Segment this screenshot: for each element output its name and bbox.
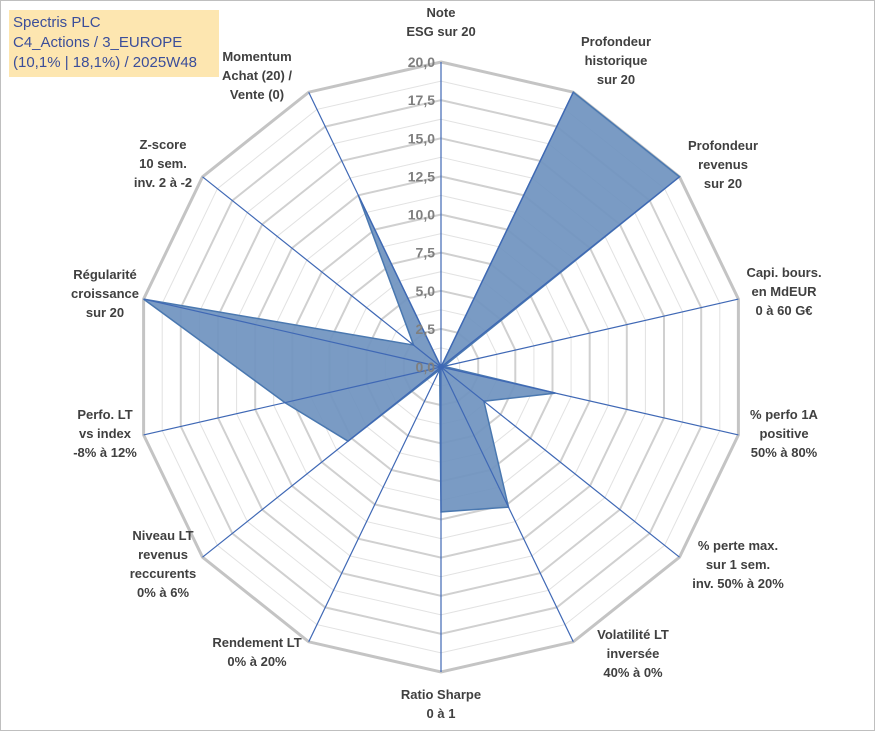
axis-label: ESG sur 20	[406, 24, 475, 39]
spokes	[143, 62, 739, 672]
axis-label: sur 20	[597, 72, 635, 87]
axis-label: historique	[585, 53, 648, 68]
axis-label: 0 à 1	[427, 706, 456, 721]
axis-label: Niveau LT	[132, 528, 193, 543]
axis-label: Rendement LT	[212, 635, 301, 650]
axis-label: Vente (0)	[230, 87, 284, 102]
title-line-3: (10,1% | 18,1%) / 2025W48	[13, 54, 197, 71]
axis-label: positive	[759, 426, 808, 441]
tick-label: 0,0	[416, 359, 436, 375]
tick-label: 20,0	[408, 54, 435, 70]
axis-label: inversée	[607, 646, 660, 661]
axis-label: -8% à 12%	[73, 445, 137, 460]
tick-label: 2,5	[416, 321, 436, 337]
axis-spoke	[440, 91, 574, 368]
axis-label: sur 20	[86, 305, 124, 320]
axis-spoke	[308, 366, 442, 643]
axis-spoke	[308, 91, 442, 368]
axis-labels: Note ESG sur 20 Profondeur historique sur 20…	[71, 5, 822, 721]
axis-label: Profondeur	[581, 34, 651, 49]
axis-label: vs index	[79, 426, 132, 441]
axis-label: Volatilité LT	[597, 627, 669, 642]
axis-spoke	[143, 366, 442, 436]
title-line-2: C4_Actions / 3_EUROPE	[13, 34, 183, 51]
axis-label: 40% à 0%	[603, 665, 663, 680]
title-line-1: Spectris PLC	[13, 14, 101, 31]
tick-label: 5,0	[416, 283, 436, 299]
axis-label: inv. 2 à -2	[134, 175, 192, 190]
axis-label: inv. 50% à 20%	[692, 576, 784, 591]
axis-label: Capi. bours.	[746, 265, 821, 280]
axis-label: Momentum	[222, 49, 291, 64]
tick-label: 10,0	[408, 207, 435, 223]
tick-labels: 0,0 2,5 5,0 7,5 10,0 12,5 15,0 17,5 20,0	[408, 54, 435, 375]
axis-label: 10 sem.	[139, 156, 187, 171]
axis-label: reccurents	[130, 566, 196, 581]
axis-spoke	[143, 298, 442, 368]
axis-label: % perfo 1A	[750, 407, 819, 422]
axis-label: Perfo. LT	[77, 407, 132, 422]
tick-label: 15,0	[408, 130, 435, 146]
axis-label: revenus	[138, 547, 188, 562]
axis-spoke	[440, 298, 739, 368]
axis-label: Z-score	[140, 137, 187, 152]
axis-label: 0% à 6%	[137, 585, 189, 600]
axis-label: Profondeur	[688, 138, 758, 153]
axis-label: croissance	[71, 286, 139, 301]
tick-label: 12,5	[408, 168, 435, 184]
axis-label: Achat (20) /	[222, 68, 292, 83]
tick-label: 7,5	[416, 245, 436, 261]
axis-label: 50% à 80%	[751, 445, 818, 460]
axis-label: Note	[427, 5, 456, 20]
axis-spoke	[440, 366, 680, 558]
axis-label: Régularité	[73, 267, 137, 282]
axis-label: 0 à 60 G€	[755, 303, 812, 318]
axis-label: sur 1 sem.	[706, 557, 770, 572]
axis-label: en MdEUR	[752, 284, 818, 299]
axis-spoke	[440, 366, 574, 643]
axis-spoke	[440, 176, 680, 368]
axis-spoke	[202, 366, 442, 558]
axis-spoke	[440, 366, 739, 436]
axis-label: 0% à 20%	[227, 654, 287, 669]
axis-label: sur 20	[704, 176, 742, 191]
axis-spoke	[202, 176, 442, 368]
axis-label: Ratio Sharpe	[401, 687, 481, 702]
tick-label: 17,5	[408, 92, 435, 108]
axis-label: % perte max.	[698, 538, 778, 553]
axis-label: revenus	[698, 157, 748, 172]
title-box: Spectris PLC C4_Actions / 3_EUROPE (10,1…	[9, 10, 219, 77]
